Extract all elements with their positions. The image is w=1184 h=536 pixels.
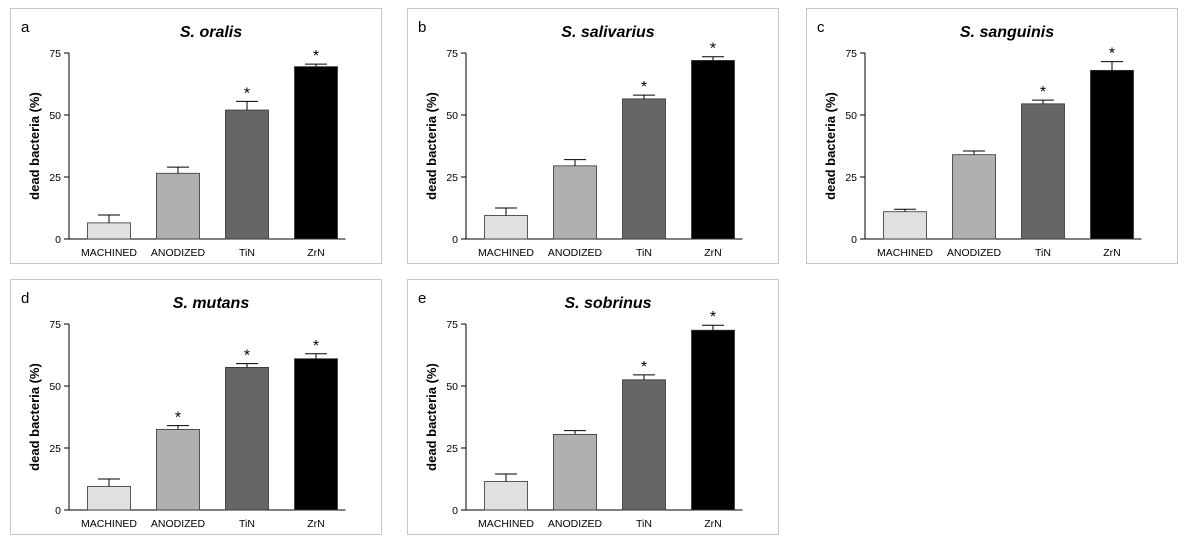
bar-tin (225, 109, 269, 240)
chart-panel-d: d S. mutans dead bacteria (%) 0 25 50 75 MACHIN… (10, 279, 382, 535)
x-tick-label: ZrN (704, 247, 722, 259)
y-axis-label: dead bacteria (%) (27, 363, 42, 471)
x-tick-label: ANODIZED (947, 247, 1002, 259)
y-axis-label: dead bacteria (%) (424, 363, 439, 471)
x-tick-label: ZrN (307, 247, 325, 259)
y-tick-label: 0 (55, 505, 61, 517)
y-tick-label: 50 (446, 110, 458, 122)
chart-panel-e: e S. sobrinus dead bacteria (%) 0 25 50 75 MACH… (407, 279, 779, 535)
significance-marker: * (313, 48, 319, 65)
bar-anodized (553, 433, 597, 511)
bar-tin (622, 379, 666, 511)
x-tick-label: TiN (239, 518, 255, 530)
y-axis-label: dead bacteria (%) (424, 92, 439, 200)
bar-zrn (691, 329, 735, 511)
y-tick-label: 0 (452, 505, 458, 517)
significance-marker: * (244, 85, 250, 102)
x-tick-label: ANODIZED (548, 518, 603, 530)
chart-title: S. mutans (173, 295, 250, 312)
y-tick-label: 0 (452, 234, 458, 246)
chart-panel-b: b S. salivarius dead bacteria (%) 0 25 50 75 MA… (407, 8, 779, 264)
x-tick-label: TiN (636, 518, 652, 530)
chart-svg: b S. salivarius dead bacteria (%) 0 25 50 75 MA… (418, 19, 743, 259)
x-tick-label: ANODIZED (548, 247, 603, 259)
x-tick-label: MACHINED (478, 247, 534, 259)
chart-svg: c S. sanguinis dead bacteria (%) 0 25 50 75 MAC… (817, 19, 1142, 259)
y-axis-label: dead bacteria (%) (823, 92, 838, 200)
x-tick-label: MACHINED (81, 247, 137, 259)
chart-panel-a: a S. oralis dead bacteria (%) 0 25 50 75 MACHIN… (10, 8, 382, 264)
x-tick-label: ZrN (704, 518, 722, 530)
y-tick-label: 75 (845, 48, 857, 60)
significance-marker: * (710, 309, 716, 326)
bar-zrn (294, 358, 338, 511)
significance-marker: * (244, 348, 250, 365)
y-tick-label: 75 (446, 48, 458, 60)
bar-machined (87, 486, 131, 511)
chart-title: S. oralis (180, 24, 242, 41)
panel-letter: c (817, 19, 825, 36)
bar-machined (883, 211, 927, 240)
bar-tin (1021, 103, 1065, 240)
y-tick-label: 50 (49, 110, 61, 122)
significance-marker: * (641, 79, 647, 96)
y-tick-label: 25 (49, 172, 61, 184)
chart-title: S. sanguinis (960, 24, 1054, 41)
x-tick-label: ANODIZED (151, 247, 206, 259)
significance-marker: * (313, 338, 319, 355)
x-tick-label: TiN (239, 247, 255, 259)
bar-machined (484, 215, 528, 240)
chart-svg: d S. mutans dead bacteria (%) 0 25 50 75 MACHIN… (21, 290, 346, 530)
y-tick-label: 75 (49, 319, 61, 331)
bar-machined (87, 222, 131, 240)
x-tick-label: TiN (636, 247, 652, 259)
y-tick-label: 25 (446, 172, 458, 184)
y-tick-label: 25 (845, 172, 857, 184)
x-tick-label: TiN (1035, 247, 1051, 259)
bar-anodized (156, 172, 200, 240)
y-tick-label: 50 (49, 381, 61, 393)
y-tick-label: 75 (446, 319, 458, 331)
chart-svg: a S. oralis dead bacteria (%) 0 25 50 75 MACHIN… (21, 19, 346, 259)
bar-tin (225, 367, 269, 511)
chart-title: S. sobrinus (564, 295, 651, 312)
y-tick-label: 25 (49, 443, 61, 455)
significance-marker: * (710, 41, 716, 58)
significance-marker: * (1040, 84, 1046, 101)
x-tick-label: ZrN (307, 518, 325, 530)
x-tick-label: ZrN (1103, 247, 1121, 259)
panel-letter: a (21, 19, 30, 36)
bar-anodized (156, 428, 200, 511)
bar-zrn (1090, 69, 1134, 240)
bar-zrn (294, 66, 338, 240)
bar-anodized (553, 165, 597, 240)
y-tick-label: 75 (49, 48, 61, 60)
y-tick-label: 50 (845, 110, 857, 122)
bar-tin (622, 98, 666, 240)
chart-svg: e S. sobrinus dead bacteria (%) 0 25 50 75 MACH… (418, 290, 743, 530)
significance-marker: * (175, 410, 181, 427)
significance-marker: * (641, 359, 647, 376)
y-tick-label: 25 (446, 443, 458, 455)
significance-marker: * (1109, 46, 1115, 63)
bar-zrn (691, 60, 735, 240)
x-tick-label: ANODIZED (151, 518, 206, 530)
y-axis-label: dead bacteria (%) (27, 92, 42, 200)
panel-letter: d (21, 290, 29, 307)
panel-letter: e (418, 290, 426, 307)
y-tick-label: 50 (446, 381, 458, 393)
x-tick-label: MACHINED (478, 518, 534, 530)
bar-anodized (952, 154, 996, 240)
bar-machined (484, 481, 528, 511)
y-tick-label: 0 (851, 234, 857, 246)
panel-letter: b (418, 19, 426, 36)
chart-panel-c: c S. sanguinis dead bacteria (%) 0 25 50 75 MAC… (806, 8, 1178, 264)
x-tick-label: MACHINED (81, 518, 137, 530)
y-tick-label: 0 (55, 234, 61, 246)
x-tick-label: MACHINED (877, 247, 933, 259)
chart-title: S. salivarius (561, 24, 654, 41)
